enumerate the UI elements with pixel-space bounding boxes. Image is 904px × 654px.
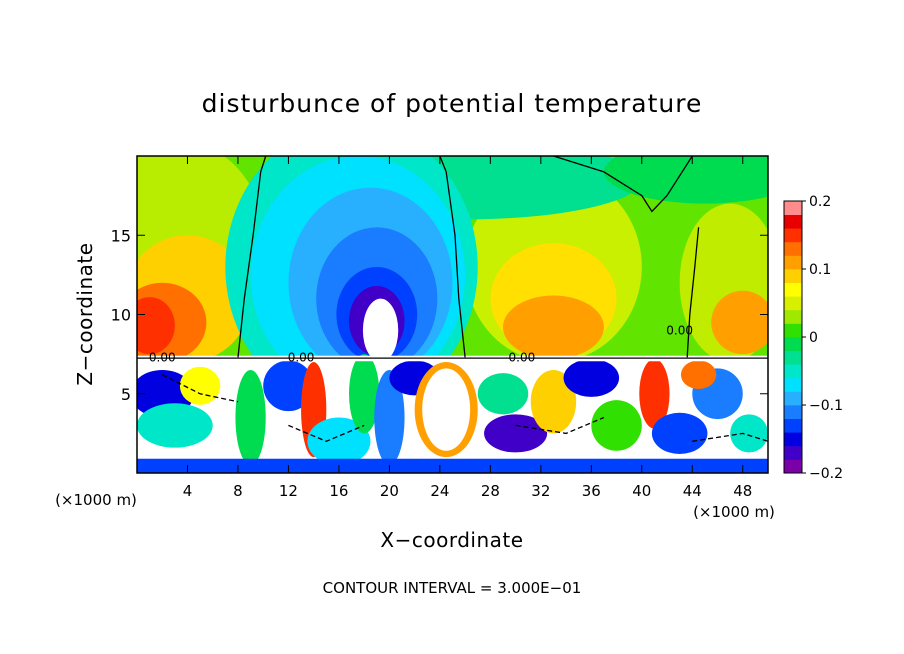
colorbar-swatch <box>784 350 802 365</box>
colorbar-swatch <box>784 418 802 433</box>
bottom-band <box>137 458 768 473</box>
colorbar-swatch <box>784 459 802 474</box>
field-blob <box>349 354 380 434</box>
colorbar-swatch <box>784 255 802 270</box>
y-tick-label: 15 <box>111 226 131 245</box>
chart-title: disturbunce of potential temperature <box>202 89 703 118</box>
negative-contour <box>515 416 605 435</box>
colorbar-label: 0.1 <box>809 262 831 278</box>
negative-contour <box>692 432 768 442</box>
colorbar-swatch <box>784 269 802 283</box>
y-tick-label: 5 <box>121 385 131 404</box>
colorbar-swatch <box>784 228 802 243</box>
x-tick-label: 20 <box>380 482 399 500</box>
x-tick-label: 32 <box>531 482 550 500</box>
field-blob <box>477 373 529 415</box>
y-tick-label: 10 <box>111 306 131 325</box>
x-tick-label: 40 <box>632 482 651 500</box>
field-blob <box>603 156 768 204</box>
field-blob <box>422 368 471 451</box>
x-tick-label: 28 <box>481 482 500 500</box>
zero-contour-right <box>439 156 466 358</box>
contour-label: 0.00 <box>288 350 315 364</box>
zero-contour-left <box>237 156 267 358</box>
colorbar-label: 0 <box>809 330 818 346</box>
x-tick-label: 36 <box>582 482 601 500</box>
colorbar-swatch <box>784 296 802 311</box>
contour-label: 0.00 <box>149 350 176 364</box>
colorbar-label: 0.2 <box>809 194 831 210</box>
colorbar: 0.2 0.1 0 −0.1 −0.2 <box>783 194 843 482</box>
colorbar-swatch <box>784 405 802 419</box>
field-blob <box>530 369 577 434</box>
colorbar-swatch <box>784 323 802 338</box>
contour-lines <box>137 156 768 443</box>
colorbar-swatch <box>784 309 802 324</box>
negative-contour <box>161 374 239 403</box>
field-blob <box>263 360 314 412</box>
field-blob <box>484 414 548 453</box>
colorbar-swatch <box>784 214 802 229</box>
x-axis-label: X−coordinate <box>380 528 523 552</box>
contour-label: 0.00 <box>509 350 536 364</box>
colorbar-swatch <box>784 445 802 460</box>
zero-contour-top <box>553 156 693 213</box>
field-blob <box>362 298 399 363</box>
field-blob <box>563 358 620 397</box>
field-blob <box>651 412 708 454</box>
field-blob <box>502 295 604 359</box>
colorbar-swatch <box>784 337 802 351</box>
x-tick-label: 8 <box>233 482 243 500</box>
x-axis: 4 8 12 16 20 24 28 32 36 40 44 48 <box>183 156 752 500</box>
x-tick-label: 48 <box>733 482 752 500</box>
x-tick-label: 12 <box>279 482 298 500</box>
x-units-label-right: (×1000 m) <box>693 503 775 521</box>
colorbar-swatch <box>784 432 802 447</box>
field-blob <box>711 290 768 355</box>
x-tick-label: 16 <box>329 482 348 500</box>
negative-contour <box>288 424 365 443</box>
field-blob <box>235 369 266 466</box>
colorbar-swatch <box>784 282 802 297</box>
field-blob <box>374 369 405 466</box>
contour-label: 0.00 <box>666 323 693 337</box>
x-tick-label: 4 <box>183 482 193 500</box>
y-axis-label: Z−coordinate <box>73 242 97 385</box>
colorbar-label: −0.1 <box>809 398 843 414</box>
plot-area <box>137 156 768 473</box>
colorbar-swatch <box>784 241 802 256</box>
y-axis: 5 10 15 <box>111 226 768 404</box>
x-tick-label: 24 <box>430 482 449 500</box>
colorbar-swatch <box>784 391 802 406</box>
field-blob <box>591 400 642 451</box>
colorbar-swatch <box>784 364 802 379</box>
field-blob <box>730 414 768 453</box>
field-blob <box>680 360 717 389</box>
x-tick-label: 44 <box>683 482 702 500</box>
contour-interval-label: CONTOUR INTERVAL = 3.000E−01 <box>323 579 582 597</box>
colorbar-label: −0.2 <box>809 466 843 482</box>
field-blob <box>179 366 221 405</box>
heatmap-field <box>137 156 768 473</box>
colorbar-swatch <box>784 201 802 215</box>
x-units-label: (×1000 m) <box>55 491 137 509</box>
field-blob <box>137 297 175 355</box>
zero-contour-thin <box>686 227 700 358</box>
field-blob <box>307 417 371 466</box>
field-blob <box>137 403 213 448</box>
contour-labels: 0.00 0.00 0.00 0.00 <box>149 323 693 364</box>
field-blob <box>639 358 670 429</box>
colorbar-swatch <box>784 377 802 392</box>
